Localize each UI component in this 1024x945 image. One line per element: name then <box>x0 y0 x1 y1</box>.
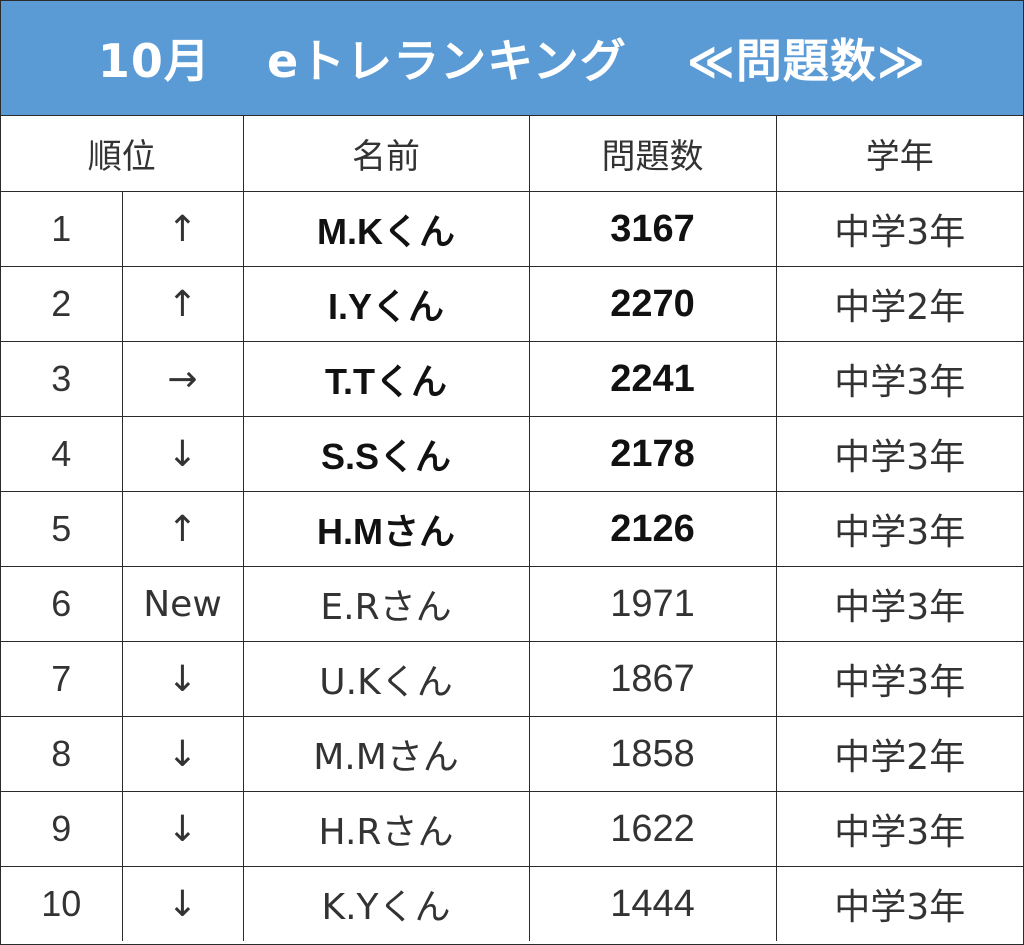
rank-cell: 1 <box>1 191 123 267</box>
grade-cell: 中学3年 <box>775 341 1023 417</box>
rank-cell: 3 <box>1 341 123 417</box>
rank-change-cell: ↓ <box>121 716 244 792</box>
grade-cell: 中学3年 <box>775 491 1023 567</box>
header-count: 問題数 <box>528 116 777 192</box>
table-row: 9 ↓ H.Rさん 1622 中学3年 <box>1 791 1023 867</box>
count-cell: 3167 <box>528 191 777 267</box>
rank-change-cell: → <box>121 341 244 417</box>
name-cell: E.Rさん <box>242 566 530 642</box>
rank-change-cell: ↓ <box>121 791 244 867</box>
count-cell: 1444 <box>528 866 777 941</box>
name-cell: M.Mさん <box>242 716 530 792</box>
banner-month: 10月 <box>97 34 211 88</box>
rank-change-cell: ↑ <box>121 491 244 567</box>
grade-cell: 中学2年 <box>775 716 1023 792</box>
count-cell: 1971 <box>528 566 777 642</box>
table-row: 2 ↑ I.Yくん 2270 中学2年 <box>1 266 1023 342</box>
table-row: 1 ↑ M.Kくん 3167 中学3年 <box>1 191 1023 267</box>
rank-change-cell: ↑ <box>121 266 244 342</box>
count-cell: 1867 <box>528 641 777 717</box>
table-row: 6 New E.Rさん 1971 中学3年 <box>1 566 1023 642</box>
rank-cell: 5 <box>1 491 123 567</box>
rank-cell: 10 <box>1 866 123 941</box>
header-row: 順位 名前 問題数 学年 <box>1 116 1023 192</box>
rank-change-cell: ↓ <box>121 866 244 941</box>
grade-cell: 中学3年 <box>775 191 1023 267</box>
grade-cell: 中学3年 <box>775 641 1023 717</box>
grade-cell: 中学3年 <box>775 791 1023 867</box>
name-cell: S.Sくん <box>242 416 530 492</box>
table-row: 7 ↓ U.Kくん 1867 中学3年 <box>1 641 1023 717</box>
count-cell: 2241 <box>528 341 777 417</box>
count-cell: 1858 <box>528 716 777 792</box>
name-cell: M.Kくん <box>242 191 530 267</box>
name-cell: U.Kくん <box>242 641 530 717</box>
count-cell: 2178 <box>528 416 777 492</box>
count-cell: 2270 <box>528 266 777 342</box>
banner-title: eトレランキング <box>266 34 627 88</box>
grade-cell: 中学3年 <box>775 416 1023 492</box>
table-row: 3 → T.Tくん 2241 中学3年 <box>1 341 1023 417</box>
rank-cell: 2 <box>1 266 123 342</box>
name-cell: H.Rさん <box>242 791 530 867</box>
rank-change-cell: ↓ <box>121 416 244 492</box>
rank-cell: 9 <box>1 791 123 867</box>
grade-cell: 中学2年 <box>775 266 1023 342</box>
rank-change-cell: ↑ <box>121 191 244 267</box>
header-grade: 学年 <box>775 116 1023 192</box>
table-row: 10 ↓ K.Yくん 1444 中学3年 <box>1 866 1023 941</box>
rank-cell: 8 <box>1 716 123 792</box>
rank-change-cell: ↓ <box>121 641 244 717</box>
table-row: 8 ↓ M.Mさん 1858 中学2年 <box>1 716 1023 792</box>
ranking-table: 順位 名前 問題数 学年 1 ↑ M.Kくん 3167 中学3年 2 ↑ I.Yくん 2270 中… <box>1 116 1023 941</box>
header-rank: 順位 <box>1 116 244 192</box>
rank-cell: 4 <box>1 416 123 492</box>
count-cell: 2126 <box>528 491 777 567</box>
name-cell: I.Yくん <box>242 266 530 342</box>
rank-cell: 6 <box>1 566 123 642</box>
header-name: 名前 <box>242 116 530 192</box>
grade-cell: 中学3年 <box>775 566 1023 642</box>
rank-cell: 7 <box>1 641 123 717</box>
rank-change-cell: New <box>121 566 244 642</box>
count-cell: 1622 <box>528 791 777 867</box>
table-row: 4 ↓ S.Sくん 2178 中学3年 <box>1 416 1023 492</box>
grade-cell: 中学3年 <box>775 866 1023 941</box>
banner-metric: ≪問題数≫ <box>686 34 927 88</box>
name-cell: H.Mさん <box>242 491 530 567</box>
table-row: 5 ↑ H.Mさん 2126 中学3年 <box>1 491 1023 567</box>
name-cell: K.Yくん <box>242 866 530 941</box>
title-banner: 10月 eトレランキング ≪問題数≫ <box>1 1 1023 116</box>
name-cell: T.Tくん <box>242 341 530 417</box>
